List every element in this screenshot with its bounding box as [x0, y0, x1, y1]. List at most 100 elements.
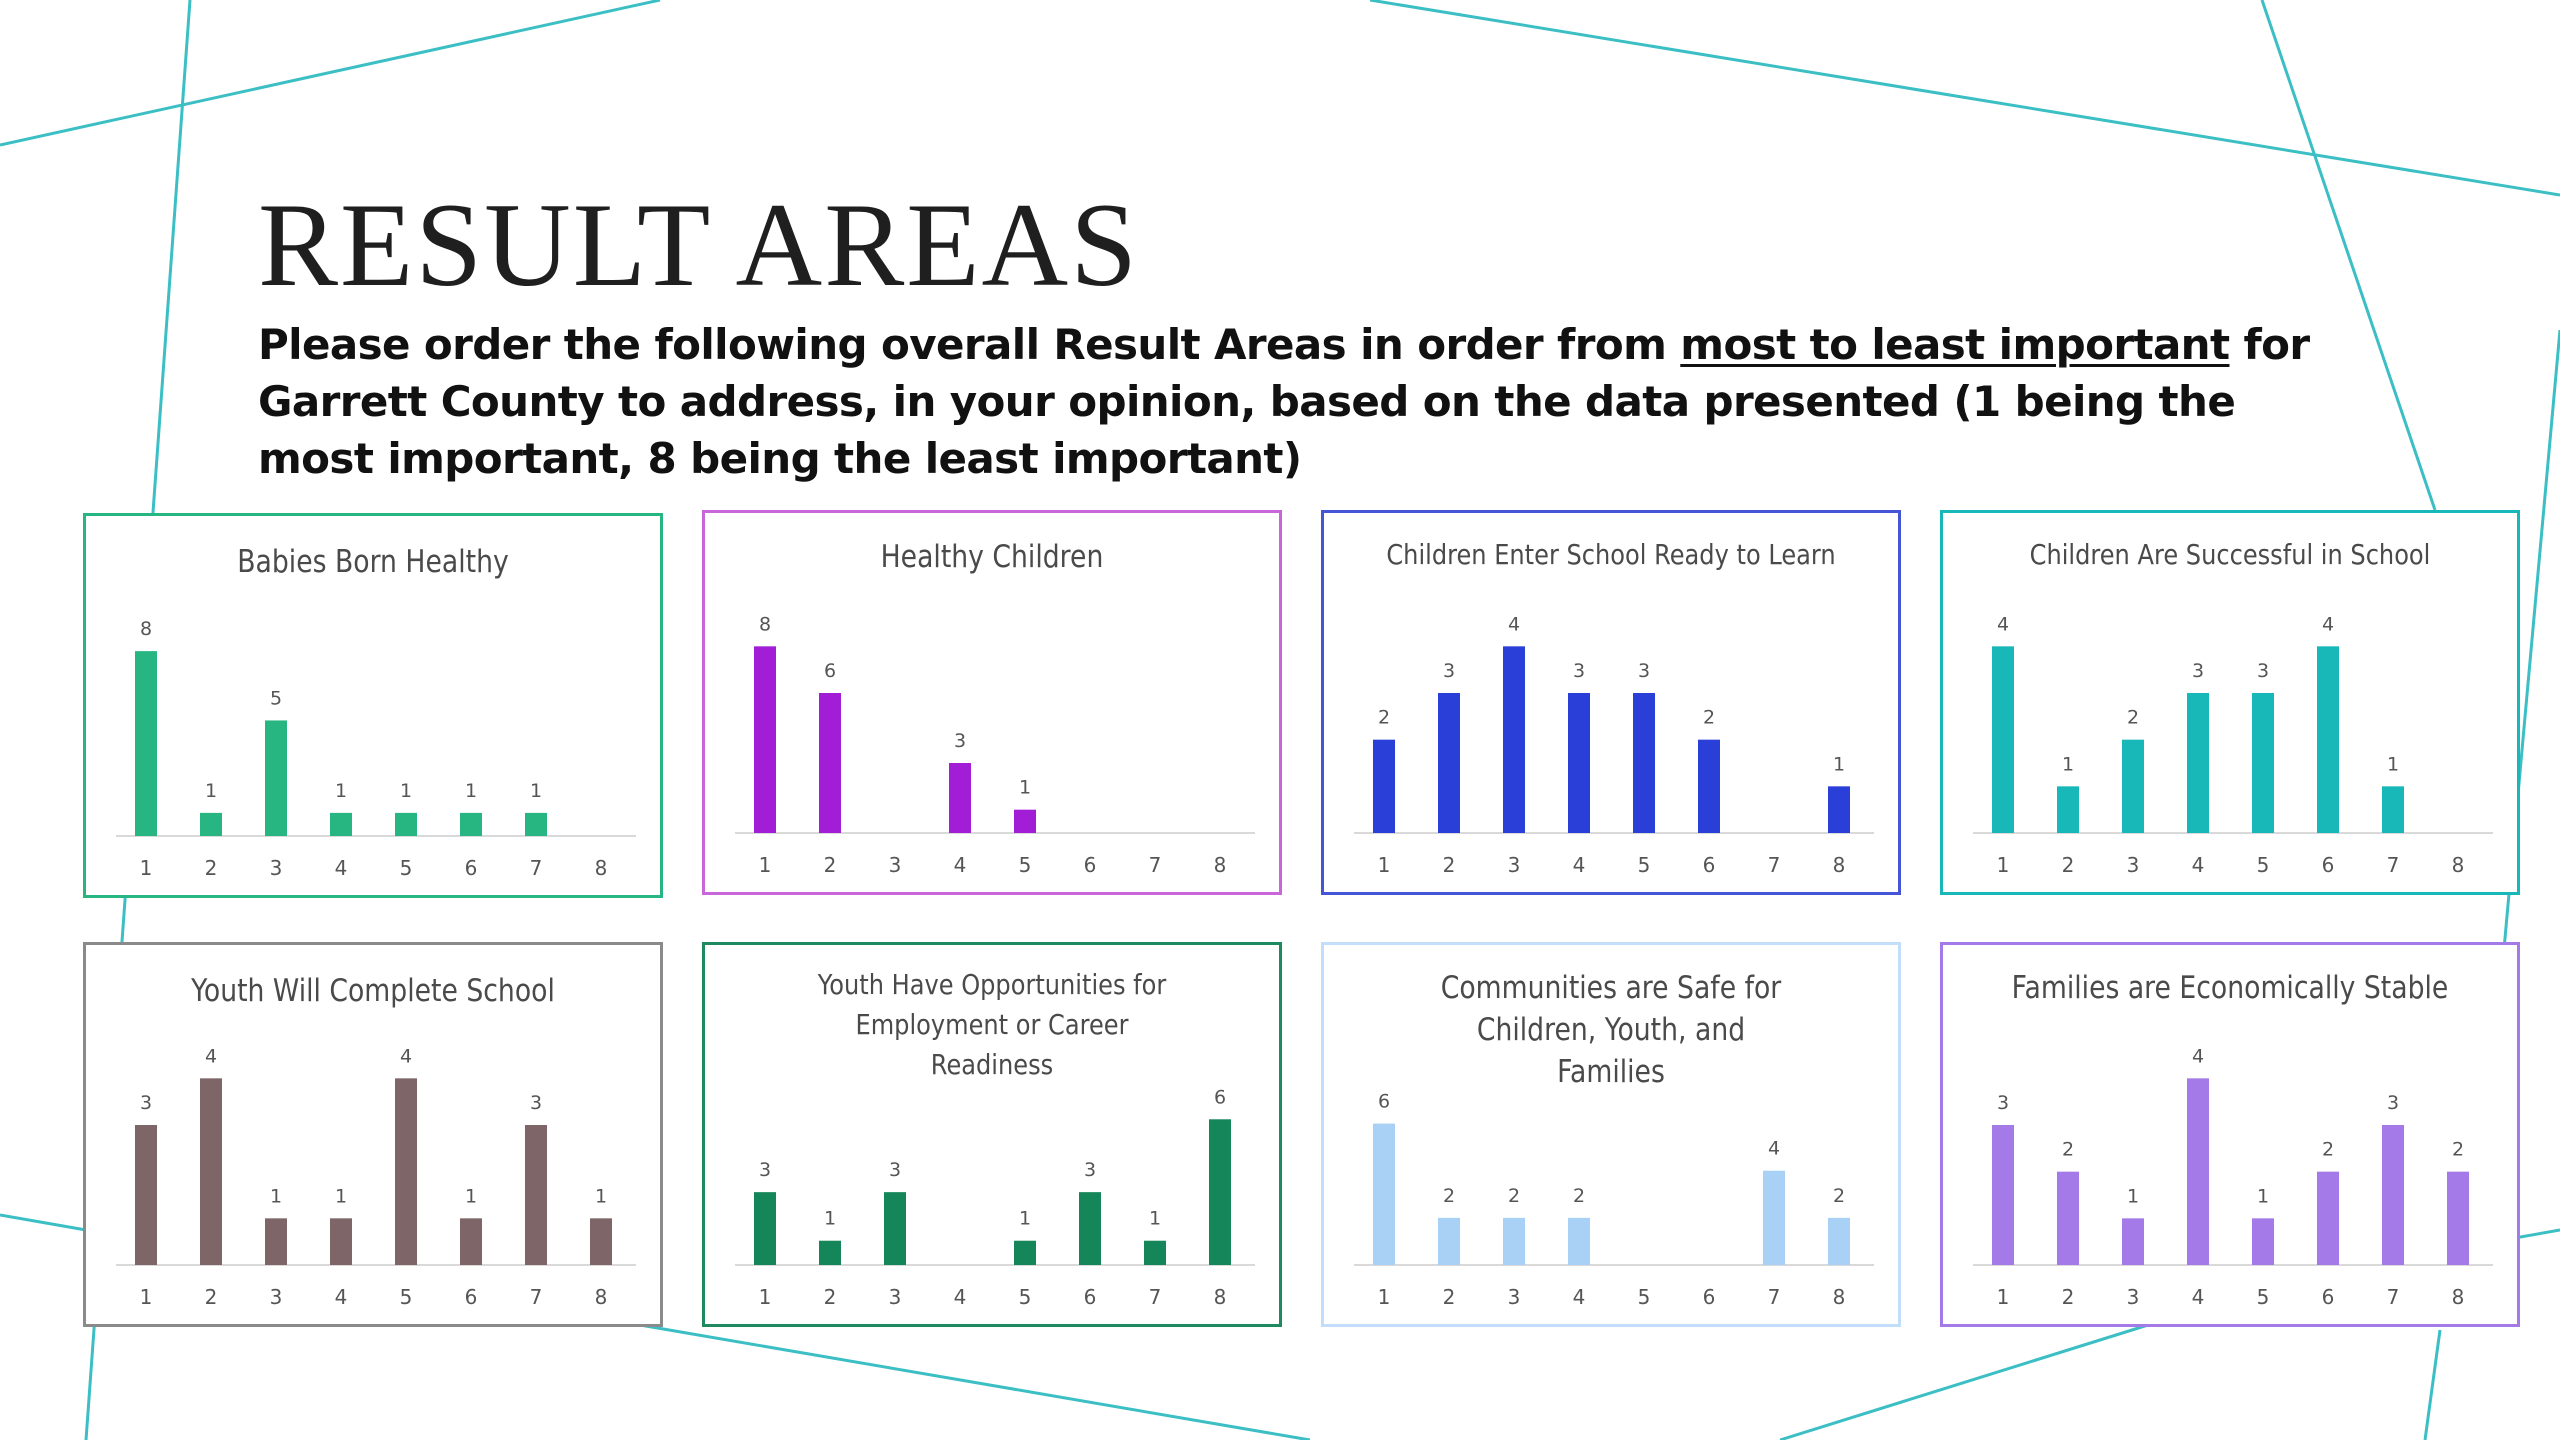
- bar: [1144, 1240, 1166, 1265]
- bar-value-label: 5: [270, 687, 282, 709]
- bar-value-label: 3: [2387, 1092, 2399, 1114]
- bar-value-label: 2: [1378, 707, 1390, 729]
- bar-value-label: 3: [954, 730, 966, 752]
- bar-value-label: 1: [465, 1185, 477, 1207]
- chart-card: 1 6 2 2 3 2 4 2 5 6 7 4 8 2 Communities are Safe for …: [1321, 942, 1901, 1327]
- bar-value-label: 1: [205, 780, 217, 802]
- chart-title: Communities are Safe for Children, Youth…: [1440, 970, 1782, 1090]
- chart-title: Youth Have Opportunities for Employment …: [817, 968, 1167, 1081]
- bar: [395, 812, 417, 836]
- chart-title: Children Enter School Ready to Learn: [1386, 538, 1836, 571]
- bar: [2057, 1171, 2079, 1265]
- bar-value-label: 1: [1019, 777, 1031, 799]
- x-tick-label: 1: [1378, 1285, 1391, 1309]
- x-tick-label: 5: [2257, 853, 2270, 877]
- x-tick-label: 7: [530, 1285, 543, 1309]
- x-tick-label: 4: [335, 1285, 348, 1309]
- bar: [460, 1218, 482, 1265]
- bar-value-label: 1: [335, 780, 347, 802]
- x-tick-label: 3: [2127, 1285, 2140, 1309]
- bar-value-label: 2: [1573, 1185, 1585, 1207]
- bar: [819, 693, 841, 833]
- x-tick-label: 1: [1378, 853, 1391, 877]
- x-tick-label: 4: [2192, 1285, 2205, 1309]
- x-tick-label: 4: [954, 853, 967, 877]
- bar-value-label: 2: [2127, 707, 2139, 729]
- x-tick-label: 3: [2127, 853, 2140, 877]
- x-tick-label: 5: [1638, 853, 1651, 877]
- bar: [754, 1192, 776, 1265]
- x-tick-label: 2: [1443, 853, 1456, 877]
- bar: [1438, 1217, 1460, 1265]
- x-tick-label: 3: [270, 856, 283, 880]
- bar-value-label: 8: [140, 618, 152, 640]
- bar-value-label: 1: [400, 780, 412, 802]
- x-tick-label: 5: [1019, 1285, 1032, 1309]
- bar: [1568, 1217, 1590, 1265]
- bar-value-label: 4: [1768, 1138, 1780, 1160]
- bar: [200, 812, 222, 836]
- bar-value-label: 6: [1214, 1086, 1226, 1108]
- chart-card: 1 8 2 1 3 5 4 1 5 1 6 1 7 1 8 Babies Born Healthy: [83, 513, 663, 898]
- bar: [525, 1125, 547, 1265]
- x-tick-label: 8: [1214, 853, 1227, 877]
- bar: [2122, 1218, 2144, 1265]
- x-tick-label: 8: [595, 1285, 608, 1309]
- x-tick-label: 5: [1019, 853, 1032, 877]
- chart-title: Children Are Successful in School: [2029, 538, 2431, 571]
- x-tick-label: 7: [2387, 1285, 2400, 1309]
- bar-value-label: 3: [889, 1159, 901, 1181]
- x-tick-label: 7: [1768, 853, 1781, 877]
- x-tick-label: 6: [465, 856, 478, 880]
- question-text-part: Please order the following overall Resul…: [258, 320, 1681, 369]
- x-tick-label: 7: [530, 856, 543, 880]
- chart-title: Healthy Children: [880, 539, 1104, 575]
- bar-value-label: 2: [2322, 1139, 2334, 1161]
- bar: [1763, 1170, 1785, 1265]
- bar: [265, 1218, 287, 1265]
- bar: [949, 763, 971, 833]
- chart-card: 1 2 2 3 3 4 4 3 5 3 6 2 7 8 1 Children Enter School Re…: [1321, 510, 1901, 895]
- bar-value-label: 1: [465, 780, 477, 802]
- x-tick-label: 5: [400, 1285, 413, 1309]
- bar: [1828, 1217, 1850, 1265]
- bar-value-label: 2: [1703, 707, 1715, 729]
- bar-value-label: 3: [140, 1092, 152, 1114]
- chart-title: Families are Economically Stable: [2011, 970, 2449, 1006]
- x-tick-label: 7: [1149, 1285, 1162, 1309]
- chart-title: Babies Born Healthy: [237, 544, 509, 580]
- x-tick-label: 4: [335, 856, 348, 880]
- bar-value-label: 1: [2127, 1185, 2139, 1207]
- chart-card: 1 3 2 4 3 1 4 1 5 4 6 1 7 3 8 1 Youth Will Complete Sch…: [83, 942, 663, 1327]
- bar-value-label: 4: [400, 1045, 412, 1067]
- bar-value-label: 6: [824, 660, 836, 682]
- bar-value-label: 4: [2192, 1045, 2204, 1067]
- bar-value-label: 1: [335, 1185, 347, 1207]
- x-tick-label: 8: [1833, 853, 1846, 877]
- bar: [265, 720, 287, 836]
- bar: [754, 646, 776, 833]
- bar-value-label: 8: [759, 613, 771, 635]
- bar-value-label: 2: [1443, 1185, 1455, 1207]
- page-title: RESULT AREAS: [258, 178, 1139, 311]
- bar: [819, 1240, 841, 1265]
- bar: [2382, 786, 2404, 833]
- bar-value-label: 1: [270, 1185, 282, 1207]
- bar: [1828, 786, 1850, 833]
- bar-value-label: 1: [2257, 1185, 2269, 1207]
- x-tick-label: 8: [2452, 1285, 2465, 1309]
- x-tick-label: 2: [205, 1285, 218, 1309]
- bar: [884, 1192, 906, 1265]
- x-tick-label: 2: [824, 853, 837, 877]
- bar-value-label: 1: [530, 780, 542, 802]
- bar: [1698, 739, 1720, 833]
- x-tick-label: 2: [2062, 1285, 2075, 1309]
- x-tick-label: 7: [1149, 853, 1162, 877]
- bar: [2382, 1125, 2404, 1265]
- bar-value-label: 1: [1149, 1208, 1161, 1230]
- bar: [1992, 1125, 2014, 1265]
- bar-value-label: 1: [2387, 753, 2399, 775]
- bar: [1014, 809, 1036, 833]
- bar: [135, 1125, 157, 1265]
- bar-chart: 1 8 2 1 3 5 4 1 5 1 6 1 7 1 8: [116, 618, 636, 880]
